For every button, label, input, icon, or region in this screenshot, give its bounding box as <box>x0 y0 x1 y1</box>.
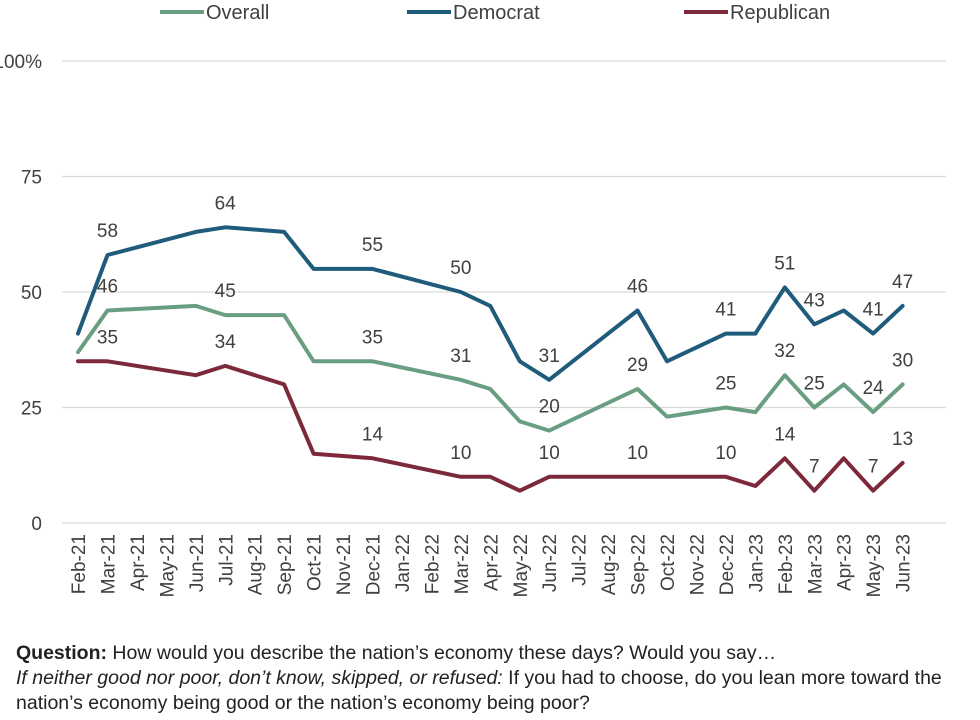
series-lines <box>76 225 905 493</box>
x-tick-label: Feb-23 <box>776 534 797 594</box>
y-tick-label: 0 <box>31 514 42 535</box>
y-tick-label: 25 <box>21 399 42 420</box>
series-line-democrat <box>76 225 905 382</box>
x-tick-label: Oct-22 <box>658 534 679 591</box>
y-tick-label: 100% <box>0 52 42 73</box>
x-tick-label: Jun-22 <box>540 534 561 592</box>
data-label-overall: 46 <box>97 276 118 297</box>
data-label-republican: 10 <box>450 443 471 464</box>
data-label-republican: 14 <box>362 424 384 445</box>
x-tick-label: Apr-22 <box>481 534 502 591</box>
data-label-republican: 35 <box>97 327 118 348</box>
y-tick-label: 50 <box>21 283 42 304</box>
data-labels: 46 45 35 31 20 29 25 32 25 24 30 58 64 55 50 31 46 41 51 43… <box>97 193 913 477</box>
x-axis-ticks: Feb-21 Mar-21 Apr-21 May-21 Jun-21 Jul-21 Aug-… <box>69 534 915 597</box>
x-tick-label: Jul-22 <box>570 534 591 586</box>
x-tick-label: Jul-21 <box>216 534 237 586</box>
data-label-republican: 13 <box>892 429 913 450</box>
data-label-overall: 20 <box>539 397 560 418</box>
x-tick-label: Jan-22 <box>393 534 414 592</box>
y-axis-ticks: 0 25 50 75 100% <box>0 52 42 535</box>
series-line-republican <box>76 359 905 493</box>
x-tick-label: Dec-22 <box>717 534 738 595</box>
x-tick-label: Feb-22 <box>422 534 443 594</box>
x-tick-label: Dec-21 <box>364 534 385 595</box>
legend: Overall Democrat Republican <box>160 2 830 24</box>
x-tick-label: May-22 <box>511 534 532 597</box>
data-label-overall: 30 <box>892 350 913 371</box>
data-label-democrat: 50 <box>450 258 471 279</box>
x-tick-label: Feb-21 <box>69 534 90 594</box>
data-label-republican: 7 <box>809 457 820 478</box>
x-tick-label: Sep-21 <box>275 534 296 595</box>
data-label-republican: 34 <box>215 332 237 353</box>
series-line-overall <box>76 303 905 433</box>
data-label-overall: 32 <box>774 341 795 362</box>
y-tick-label: 75 <box>21 168 42 189</box>
x-tick-label: May-23 <box>864 534 885 597</box>
x-tick-label: Jan-23 <box>746 534 767 592</box>
x-tick-label: Nov-21 <box>334 534 355 595</box>
legend-label-republican: Republican <box>730 2 830 24</box>
x-tick-label: May-21 <box>157 534 178 597</box>
data-label-democrat: 55 <box>362 235 383 256</box>
data-label-democrat: 31 <box>539 346 560 367</box>
data-label-republican: 10 <box>539 443 560 464</box>
data-label-democrat: 41 <box>863 300 884 321</box>
data-label-overall: 29 <box>627 355 648 376</box>
data-label-overall: 24 <box>863 378 885 399</box>
x-tick-label: Jun-23 <box>894 534 915 592</box>
x-tick-label: Oct-21 <box>305 534 326 591</box>
data-label-republican: 14 <box>774 424 796 445</box>
question-label: Question: <box>16 642 107 664</box>
data-label-overall: 25 <box>715 374 736 395</box>
data-label-overall: 45 <box>215 281 236 302</box>
x-tick-label: Jun-21 <box>187 534 208 592</box>
legend-label-democrat: Democrat <box>453 2 540 24</box>
data-label-democrat: 41 <box>715 300 736 321</box>
followup-line: If neither good nor poor, don’t know, sk… <box>16 666 966 716</box>
question-footnote: Question: How would you describe the nat… <box>16 641 966 716</box>
data-label-democrat: 46 <box>627 276 648 297</box>
x-tick-label: Aug-22 <box>599 534 620 595</box>
x-tick-label: Apr-21 <box>128 534 149 591</box>
question-text: How would you describe the nation’s econ… <box>107 642 777 664</box>
data-label-democrat: 51 <box>774 253 795 274</box>
x-tick-label: Nov-22 <box>687 534 708 595</box>
x-tick-label: Sep-22 <box>629 534 650 595</box>
x-tick-label: Mar-23 <box>805 534 826 594</box>
line-chart: 0 25 50 75 100% Feb-21 Mar-21 Apr-21 May-21 Jun-… <box>0 2 946 597</box>
data-label-overall: 25 <box>804 374 825 395</box>
x-tick-label: Mar-21 <box>98 534 119 594</box>
followup-text: If you had to choose, do you lean more t… <box>16 667 942 714</box>
x-tick-label: Aug-21 <box>246 534 267 595</box>
x-tick-label: Apr-23 <box>835 534 856 591</box>
gridlines <box>62 60 946 524</box>
legend-label-overall: Overall <box>206 2 269 24</box>
x-tick-label: Mar-22 <box>452 534 473 594</box>
data-label-democrat: 47 <box>892 272 913 293</box>
data-label-democrat: 43 <box>804 290 825 311</box>
data-label-democrat: 58 <box>97 221 118 242</box>
data-label-overall: 31 <box>450 346 471 367</box>
data-label-republican: 7 <box>868 457 879 478</box>
data-label-republican: 10 <box>627 443 648 464</box>
question-line: Question: How would you describe the nat… <box>16 641 966 666</box>
followup-label: If neither good nor poor, don’t know, sk… <box>16 667 503 689</box>
data-label-democrat: 64 <box>215 193 237 214</box>
data-label-republican: 10 <box>715 443 736 464</box>
data-label-overall: 35 <box>362 327 383 348</box>
